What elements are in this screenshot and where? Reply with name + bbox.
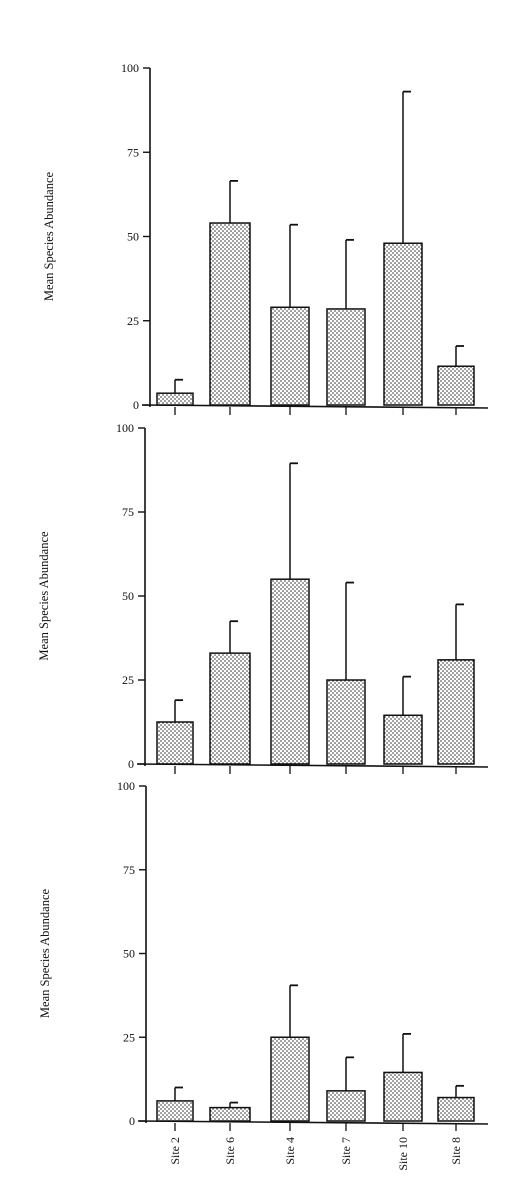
- bar-site-6: [209, 1106, 251, 1122]
- bar-site-10: [383, 1071, 423, 1122]
- y-tick-label: 0: [128, 757, 134, 771]
- bar-site-4: [270, 1036, 310, 1122]
- y-tick-label: 75: [127, 145, 139, 159]
- y-tick-label: 50: [123, 947, 135, 961]
- x-axis-line: [136, 763, 489, 768]
- chart-panel-2: 0 25 50 75 100 Mean Species Abundance: [37, 421, 489, 774]
- y-tick-label: 25: [127, 314, 139, 328]
- bar-site-2: [156, 721, 194, 765]
- x-axis-line: [137, 1120, 489, 1125]
- bar-site-6: [209, 652, 251, 765]
- bar-site-10: [383, 242, 423, 406]
- x-tick-label: Site 2: [168, 1137, 182, 1165]
- bar-site-2: [156, 1100, 194, 1122]
- bar-site-6: [209, 222, 251, 406]
- bar-site-8: [437, 659, 475, 765]
- x-axis-line: [141, 404, 489, 409]
- y-axis-title: Mean Species Abundance: [42, 171, 56, 301]
- bar-site-7: [326, 308, 366, 406]
- y-tick-label: 100: [117, 779, 135, 793]
- y-tick-label: 0: [129, 1114, 135, 1128]
- bar-site-7: [326, 679, 366, 765]
- bar-site-8: [437, 365, 475, 406]
- x-tick-label: Site 6: [223, 1137, 237, 1165]
- y-tick-label: 100: [116, 421, 134, 435]
- bar-site-10: [383, 714, 423, 765]
- bar-site-2: [156, 392, 194, 406]
- y-tick-label: 75: [122, 505, 134, 519]
- bar-site-8: [437, 1096, 475, 1122]
- y-tick-label: 0: [133, 398, 139, 412]
- bar-site-4: [270, 306, 310, 406]
- x-tick-label: Site 10: [396, 1137, 410, 1171]
- y-tick-label: 100: [121, 61, 139, 75]
- x-tick-label: Site 4: [283, 1137, 297, 1165]
- y-tick-label: 25: [123, 1030, 135, 1044]
- y-tick-label: 25: [122, 673, 134, 687]
- y-tick-label: 75: [123, 863, 135, 877]
- x-tick-label: Site 8: [449, 1137, 463, 1165]
- y-axis-title: Mean Species Abundance: [37, 531, 51, 661]
- y-tick-label: 50: [122, 589, 134, 603]
- x-tick-label: Site 7: [339, 1137, 353, 1165]
- bar-site-4: [270, 578, 310, 765]
- y-tick-label: 50: [127, 230, 139, 244]
- chart-panel-3: 0 25 50 75 100 Mean Species Abundance Site 2 Si…: [38, 779, 489, 1171]
- chart-panel-1: 0 25 50 75 100 Mean Species Abundance: [42, 61, 489, 415]
- y-axis-title: Mean Species Abundance: [38, 888, 52, 1018]
- bar-site-7: [326, 1090, 366, 1122]
